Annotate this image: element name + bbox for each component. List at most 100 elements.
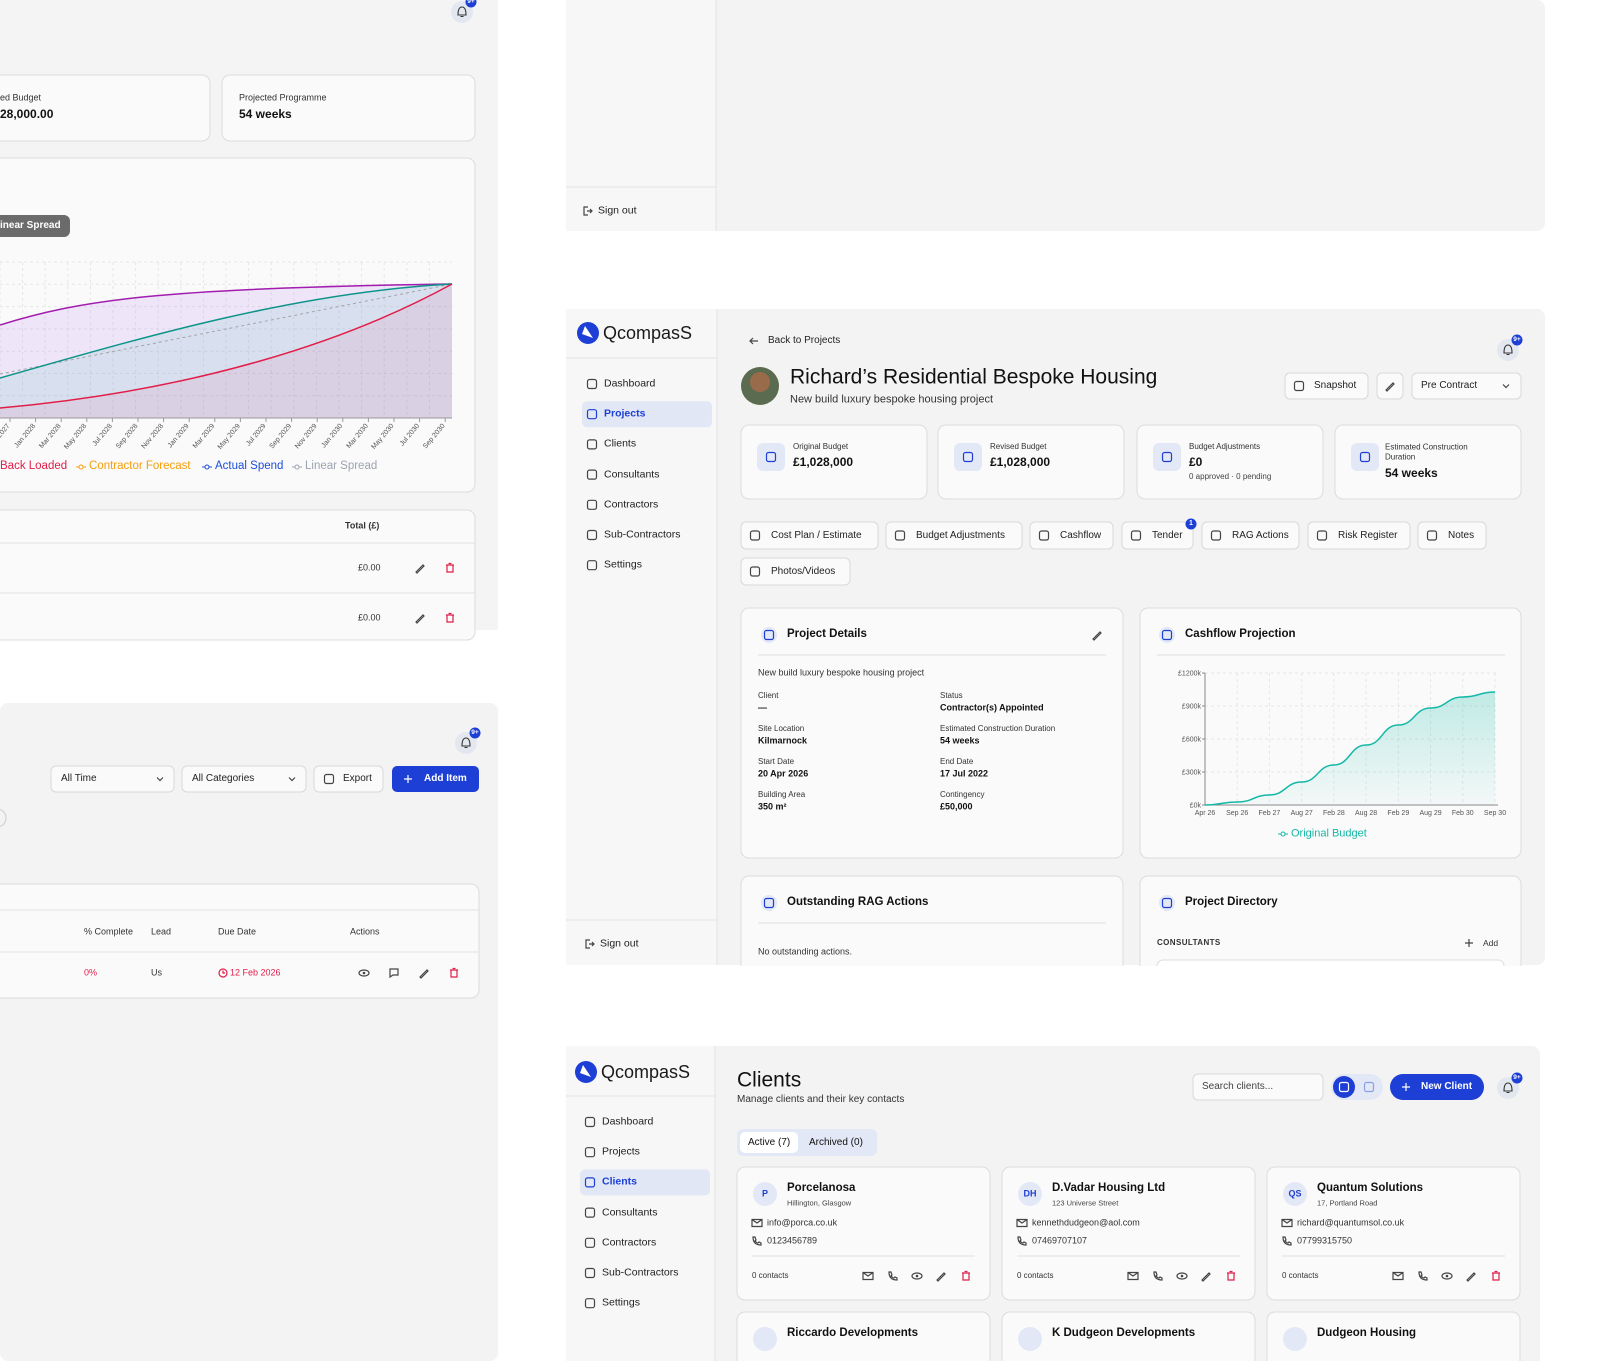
- nav-item[interactable]: Settings: [604, 558, 642, 571]
- mail-icon: [751, 1218, 763, 1228]
- tab-label[interactable]: Archived (0): [809, 1136, 863, 1148]
- nav-item[interactable]: Consultants: [602, 1206, 658, 1219]
- stat-label: Budget Adjustments: [1189, 442, 1261, 452]
- add-item-button[interactable]: [392, 766, 479, 792]
- bell-icon: [461, 737, 471, 749]
- nav-item[interactable]: Contractors: [604, 498, 659, 511]
- client-address: Hillington, Glasgow: [787, 1198, 852, 1208]
- tab-button[interactable]: [1029, 521, 1114, 550]
- view-icon: [362, 971, 366, 975]
- add-link[interactable]: Add: [1483, 937, 1499, 948]
- view-icon: [358, 969, 370, 977]
- x-tick-label: Aug 27: [1291, 810, 1313, 817]
- x-tick-label: Aug 29: [1419, 810, 1441, 817]
- icon: [1316, 530, 1328, 541]
- icon: [763, 629, 775, 641]
- edit-icon: [1385, 382, 1395, 392]
- back-link[interactable]: Back to Projects: [768, 335, 841, 346]
- icon: [763, 897, 775, 909]
- icon: [584, 1267, 596, 1279]
- stat-value: 54 weeks: [239, 106, 292, 121]
- delete-icon: [1492, 1270, 1500, 1281]
- tab-button[interactable]: [885, 521, 1023, 550]
- stat-icon: [757, 443, 785, 471]
- filter-dropdown[interactable]: [181, 765, 307, 793]
- client-name: D.Vadar Housing Ltd: [1052, 1182, 1166, 1195]
- nav-item[interactable]: Clients: [602, 1176, 638, 1189]
- legend-item: Original Budget: [1291, 827, 1367, 840]
- notification-button[interactable]: [1497, 339, 1519, 361]
- stat-card: [1136, 424, 1324, 500]
- card-title: Cashflow Projection: [1185, 628, 1296, 641]
- stat-card: [221, 74, 476, 142]
- nav-item[interactable]: Clients: [604, 438, 637, 451]
- tab-button[interactable]: [1307, 521, 1411, 550]
- nav-item[interactable]: Consultants: [604, 468, 660, 481]
- mail-icon: [1281, 1218, 1293, 1228]
- tab-button[interactable]: [740, 521, 879, 550]
- client-name: Riccardo Developments: [787, 1327, 919, 1340]
- contact-count: 0 contacts: [1017, 1271, 1054, 1281]
- icon: [586, 439, 598, 450]
- phone-icon: [888, 1271, 898, 1281]
- back-curve: [0, 283, 453, 409]
- column-header: Total (£): [345, 520, 380, 531]
- tab-label: Photos/Videos: [771, 565, 836, 577]
- snapshot-button[interactable]: [1284, 372, 1369, 400]
- status-value: Pre Contract: [1421, 380, 1478, 391]
- column-header: Actions: [350, 926, 380, 937]
- delete-icon: [1227, 1270, 1235, 1281]
- page-title: Richard’s Residential Bespoke Housing: [790, 365, 1158, 389]
- details-card: [740, 607, 1124, 859]
- icon: [586, 560, 598, 571]
- status-dropdown[interactable]: [1411, 372, 1522, 400]
- notification-button[interactable]: [451, 1, 473, 23]
- client-phone: 0123456789: [767, 1235, 818, 1246]
- legend-item: Linear Spread: [305, 460, 378, 473]
- nav-item[interactable]: Settings: [602, 1296, 640, 1309]
- data-line: [1204, 691, 1496, 806]
- tab-button[interactable]: [1121, 521, 1194, 550]
- client-avatar: [753, 1182, 777, 1206]
- client-card: [1001, 1166, 1256, 1301]
- nav-item[interactable]: Projects: [604, 407, 646, 420]
- plus-icon: [404, 775, 412, 783]
- tab-button[interactable]: [1417, 521, 1487, 550]
- y-tick-label: £1200k: [1178, 671, 1201, 678]
- icon: [1130, 530, 1142, 541]
- icon: [1161, 629, 1173, 641]
- client-card: [736, 1311, 991, 1361]
- badge-count: 9+: [1513, 1074, 1521, 1082]
- nav-item[interactable]: Sub-Contractors: [602, 1266, 679, 1279]
- stat-label: Estimated Construction Duration: [1385, 442, 1468, 461]
- sign-out[interactable]: Sign out: [598, 204, 637, 217]
- client-avatar: [753, 1327, 777, 1351]
- new-client-button[interactable]: [1390, 1074, 1484, 1100]
- client-card: [1266, 1311, 1521, 1361]
- notification-badge: [469, 727, 481, 739]
- notification-button[interactable]: [455, 732, 477, 754]
- button-text: New Client: [1421, 1081, 1473, 1092]
- nav-item[interactable]: Sub-Contractors: [604, 528, 681, 541]
- icon: [1293, 380, 1305, 392]
- notification-button[interactable]: [1497, 1077, 1519, 1099]
- bell-icon: [457, 6, 467, 18]
- plus-icon: [1465, 939, 1473, 947]
- tab-active[interactable]: [740, 1132, 798, 1153]
- logo-text: QcompasS: [603, 323, 693, 344]
- tab-button[interactable]: [740, 557, 851, 586]
- card-title: Project Details: [787, 628, 867, 641]
- page-subtitle: New build luxury bespoke housing project: [790, 393, 994, 406]
- search-input[interactable]: [1192, 1073, 1324, 1101]
- nav-item[interactable]: Dashboard: [604, 377, 656, 390]
- tab-label[interactable]: Active (7): [748, 1136, 791, 1148]
- export-button[interactable]: [313, 765, 384, 793]
- nav-item[interactable]: Dashboard: [602, 1115, 654, 1128]
- sign-out[interactable]: Sign out: [600, 937, 639, 950]
- nav-item[interactable]: Projects: [602, 1145, 640, 1158]
- filter-dropdown[interactable]: [50, 765, 175, 793]
- description: New build luxury bespoke housing project: [758, 667, 925, 678]
- tab-button[interactable]: [1201, 521, 1300, 550]
- stat-value: 54 weeks: [1385, 465, 1438, 480]
- nav-item[interactable]: Contractors: [602, 1236, 657, 1249]
